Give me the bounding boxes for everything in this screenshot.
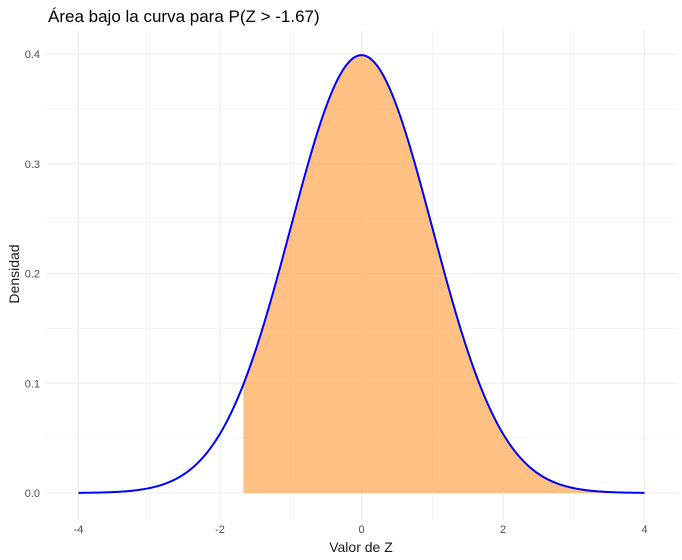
x-tick-label: 0 [358, 524, 364, 536]
x-tick-label: 2 [500, 524, 506, 536]
y-axis-ticks: 0.0 0.1 0.2 0.3 0.4 [25, 49, 40, 500]
y-tick-label: 0.2 [25, 269, 40, 281]
x-axis-title: Valor de Z [329, 539, 393, 555]
chart-title: Área bajo la curva para P(Z > -1.67) [48, 7, 320, 26]
y-tick-label: 0.0 [25, 488, 40, 500]
y-tick-label: 0.1 [25, 378, 40, 390]
y-tick-label: 0.3 [25, 159, 40, 171]
x-axis-ticks: -4 -2 0 2 4 [74, 524, 648, 536]
density-curve [78, 54, 645, 494]
x-tick-label: -2 [215, 524, 225, 536]
x-tick-label: 4 [641, 524, 647, 536]
y-tick-label: 0.4 [25, 49, 40, 61]
x-tick-label: -4 [74, 524, 84, 536]
y-axis-title: Densidad [6, 244, 22, 303]
